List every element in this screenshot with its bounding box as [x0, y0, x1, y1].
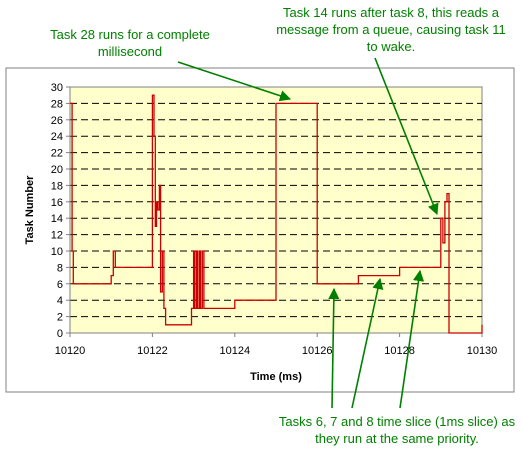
- y-tick-label: 14: [51, 213, 63, 225]
- annotation-arrow-task7: [351, 277, 384, 409]
- annotation-arrow-task28: [177, 61, 292, 102]
- x-tick-label: 10120: [55, 345, 86, 357]
- y-tick-label: 12: [51, 230, 63, 242]
- annotation-arrow-task8: [399, 269, 425, 409]
- y-tick-label: 0: [57, 328, 63, 340]
- y-tick-label: 26: [51, 115, 63, 127]
- y-tick-label: 10: [51, 246, 63, 258]
- y-tick-label: 24: [51, 131, 63, 143]
- x-tick-label: 10128: [384, 345, 415, 357]
- y-axis-title: Task Number: [24, 175, 36, 245]
- y-tick-label: 8: [57, 262, 63, 274]
- annotation-task28: Task 28 runs for a complete millisecond: [50, 27, 210, 59]
- x-axis-title: Time (ms): [250, 371, 302, 383]
- x-tick-label: 10130: [467, 345, 498, 357]
- y-tick-label: 28: [51, 98, 63, 110]
- y-tick-label: 4: [57, 295, 63, 307]
- annotation-arrow-task6: [328, 287, 340, 409]
- y-tick-label: 6: [57, 279, 63, 291]
- y-tick-label: 30: [51, 82, 63, 94]
- x-tick-label: 10124: [220, 345, 251, 357]
- annotation-timeslice: Tasks 6, 7 and 8 time slice (1ms slice) …: [278, 414, 516, 446]
- axes: [69, 87, 482, 334]
- y-tick-label: 2: [57, 312, 63, 324]
- y-tick-label: 20: [51, 164, 63, 176]
- annotation-arrows: [177, 57, 439, 409]
- x-tick-label: 10126: [302, 345, 333, 357]
- y-tick-label: 22: [51, 148, 63, 160]
- annotation-task14: Task 14 runs after task 8, this reads a …: [276, 5, 506, 54]
- annotation-arrow-task14: [374, 57, 439, 216]
- x-tick-label: 10122: [137, 345, 168, 357]
- y-tick-label: 18: [51, 180, 63, 192]
- y-tick-label: 16: [51, 197, 63, 209]
- task-number-series: [70, 94, 483, 334]
